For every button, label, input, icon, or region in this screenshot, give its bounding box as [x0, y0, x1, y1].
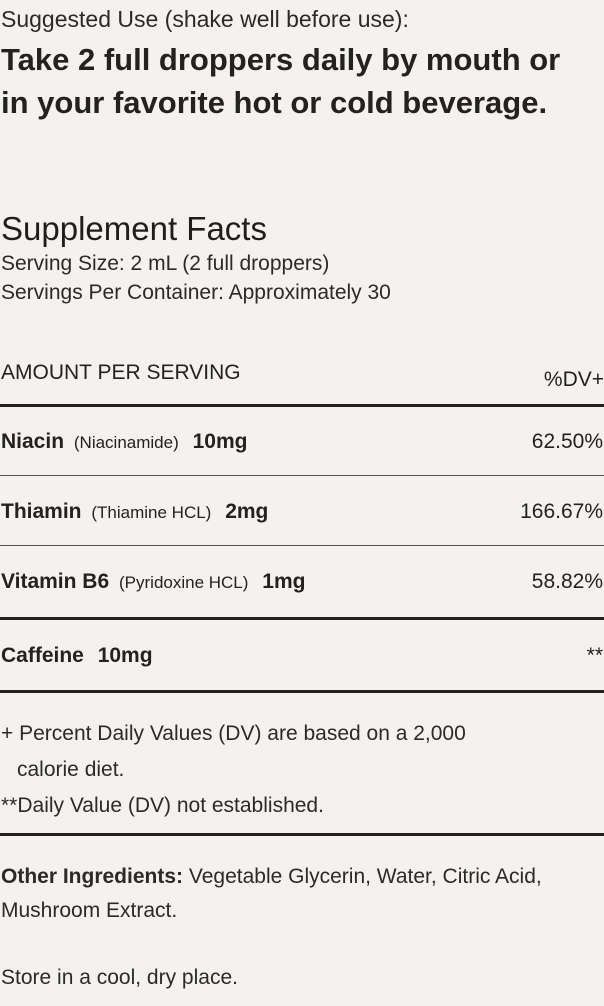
nutrient-source: (Thiamine HCL) — [91, 503, 212, 522]
nutrient-row-vitamin-b6: Vitamin B6 (Pyridoxine HCL) 1mg 58.82% — [0, 568, 604, 596]
suggested-use-instruction: Take 2 full droppers daily by mouth or i… — [1, 42, 561, 120]
nutrient-name: Niacin — [1, 430, 65, 453]
nutrient-dv: ** — [586, 644, 603, 667]
nutrient-amount: 10mg — [192, 430, 248, 453]
row-divider — [0, 475, 604, 476]
nutrient-dv: 58.82% — [531, 570, 603, 593]
storage-instructions: Store in a cool, dry place. — [1, 966, 238, 989]
nutrient-source: (Pyridoxine HCL) — [119, 573, 249, 592]
nutrient-dv: 166.67% — [520, 500, 603, 523]
other-ingredients-text: Vegetable Glycerin, Water, Citric Acid, … — [1, 865, 542, 922]
nutrient-name: Thiamin — [1, 500, 82, 523]
suggested-use-label: Suggested Use (shake well before use): — [1, 6, 409, 32]
header-divider — [0, 404, 604, 407]
supplement-facts-title: Supplement Facts — [1, 210, 267, 247]
nutrient-row-thiamin: Thiamin (Thiamine HCL) 2mg 166.67% — [0, 498, 604, 526]
nutrient-row-caffeine: Caffeine 10mg ** — [0, 642, 604, 670]
footnote-line: + Percent Daily Values (DV) are based on… — [1, 722, 466, 745]
section-divider — [0, 690, 604, 693]
other-ingredients: Other Ingredients: Vegetable Glycerin, W… — [1, 860, 586, 928]
other-ingredients-label: Other Ingredients: — [1, 865, 184, 888]
nutrient-name: Vitamin B6 — [1, 570, 110, 593]
nutrient-amount: 1mg — [262, 570, 306, 593]
nutrient-row-niacin: Niacin (Niacinamide) 10mg 62.50% — [0, 428, 604, 456]
section-divider — [0, 833, 604, 836]
footnote-not-established: **Daily Value (DV) not established. — [1, 794, 324, 817]
nutrient-source: (Niacinamide) — [73, 433, 179, 452]
footnote-daily-values: + Percent Daily Values (DV) are based on… — [1, 716, 561, 824]
nutrient-dv: 62.50% — [531, 430, 603, 453]
nutrient-name: Caffeine — [1, 644, 84, 667]
nutrient-amount: 10mg — [97, 644, 153, 667]
serving-size: Serving Size: 2 mL (2 full droppers) — [1, 252, 330, 275]
nutrient-amount: 2mg — [225, 500, 269, 523]
amount-per-serving-header: AMOUNT PER SERVING — [1, 361, 241, 384]
footnote-line: calorie diet. — [17, 758, 125, 781]
row-divider — [0, 545, 604, 546]
daily-value-header: %DV+ — [543, 368, 604, 391]
section-divider — [0, 617, 604, 620]
servings-per-container: Servings Per Container: Approximately 30 — [1, 281, 391, 304]
